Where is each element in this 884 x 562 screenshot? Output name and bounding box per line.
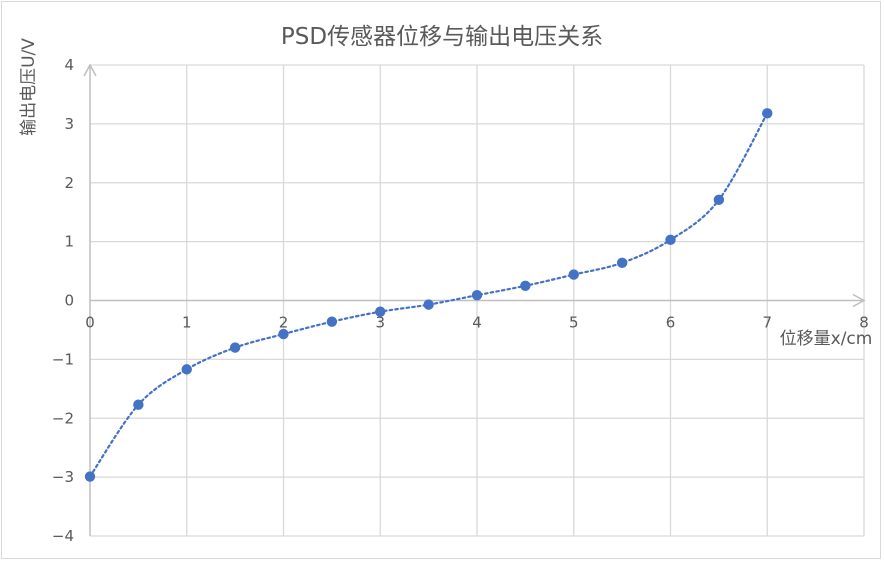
x-tick-label-1: 1 [182,314,192,332]
data-point-4 [278,328,289,340]
x-tick-label-0: 0 [85,314,95,332]
y-tick-label-0: −4 [52,527,74,545]
data-point-14 [762,108,773,119]
y-axis-title: 输出电压U/V [19,38,39,136]
x-axis-title: 位移量x/cm [780,329,873,349]
y-tick-label-6: 2 [64,174,74,192]
data-point-9 [520,280,531,291]
x-tick-label-8: 8 [859,314,869,332]
data-point-10 [568,269,579,280]
y-tick-label-8: 4 [64,56,74,74]
data-point-13 [713,194,725,206]
y-tick-label-5: 1 [64,233,74,251]
x-axis-arrow [852,293,866,308]
y-tick-label-1: −3 [52,468,74,486]
x-tick-label-2: 2 [279,314,289,332]
data-point-0 [84,471,96,482]
y-tick-label-3: −1 [52,350,74,368]
data-point-12 [665,234,676,246]
y-tick-label-2: −2 [52,409,74,427]
axes [83,63,866,536]
grid [90,64,865,537]
chart-title: PSD传感器位移与输出电压关系 [281,24,603,50]
data-point-11 [616,257,628,269]
y-tick-label-4: 0 [64,292,74,310]
tick-labels: 0 1 2 3 4 5 6 7 8 −4 −3 −2 −1 0 1 2 3 4 [52,56,869,545]
trend-line [88,112,769,478]
x-tick-label-5: 5 [569,314,579,332]
data-point-6 [375,306,386,317]
y-axis-arrow [83,63,97,77]
data-point-3 [229,342,241,353]
data-point-2 [181,364,192,375]
x-tick-label-7: 7 [762,314,772,332]
data-point-7 [423,299,434,310]
y-tick-label-7: 3 [64,115,74,133]
data-point-5 [326,316,338,327]
x-tick-label-6: 6 [666,314,676,332]
x-tick-label-3: 3 [375,314,385,332]
data-points [84,108,773,482]
data-point-1 [133,399,144,410]
x-tick-label-4: 4 [472,314,482,332]
data-point-8 [471,290,483,301]
